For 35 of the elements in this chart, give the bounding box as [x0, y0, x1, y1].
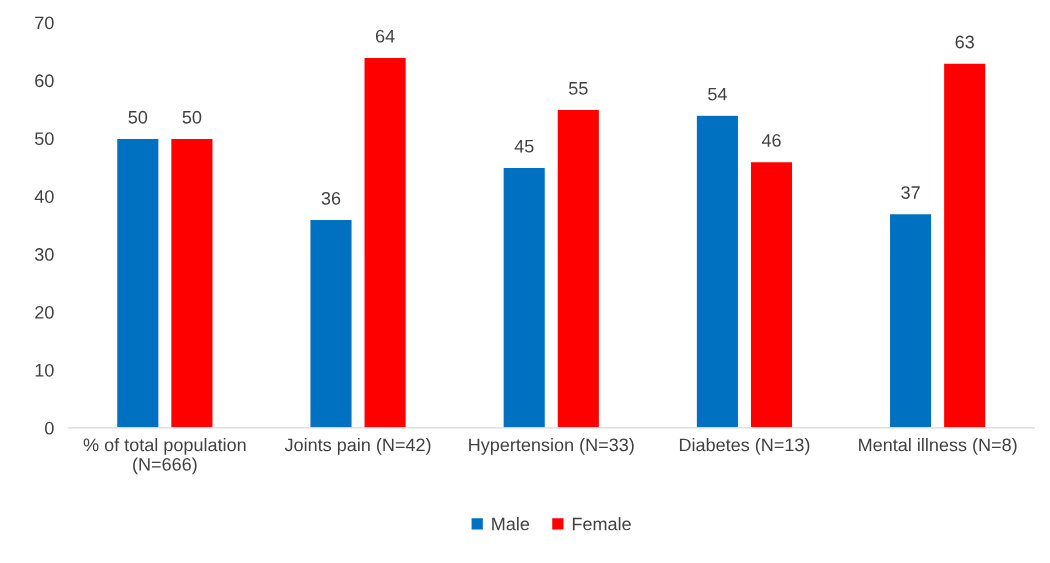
bar: [502, 166, 547, 428]
bar: [695, 114, 740, 428]
bar: [169, 137, 214, 428]
x-tick-label: Diabetes (N=13): [679, 438, 810, 455]
x-tick-label: Mental illness (N=8): [859, 438, 1017, 455]
bar: [115, 137, 160, 428]
data-label: 54: [708, 87, 727, 101]
x-tick-label: % of total population (N=666): [83, 438, 246, 475]
data-label: 46: [761, 134, 781, 147]
bar: [749, 160, 794, 428]
y-tick-label: 50: [35, 132, 54, 146]
bar: [309, 218, 353, 428]
data-label: 55: [568, 82, 588, 95]
y-tick-label: 70: [35, 16, 54, 30]
data-label: 63: [955, 35, 974, 49]
y-tick-label: 40: [34, 190, 54, 203]
bar: [942, 62, 987, 428]
legend-label: Male: [492, 517, 530, 531]
x-tick-label: Hypertension (N=33): [469, 438, 634, 455]
y-tick-label: 30: [34, 248, 54, 261]
x-tick-label: Joints pain (N=42): [284, 438, 431, 455]
data-label: 64: [375, 29, 395, 43]
legend-label: Female: [572, 517, 631, 531]
bar: [556, 108, 601, 428]
y-tick-label: 0: [45, 421, 54, 435]
data-label: 50: [182, 110, 202, 124]
y-tick-label: 60: [35, 74, 54, 88]
data-label: 36: [321, 191, 341, 205]
bar: [363, 56, 408, 428]
bar: [888, 212, 933, 428]
data-label: 45: [514, 140, 534, 153]
y-tick-label: 10: [35, 363, 54, 377]
data-label: 50: [128, 110, 148, 124]
data-label: 37: [901, 186, 920, 199]
y-tick-label: 20: [35, 306, 54, 319]
